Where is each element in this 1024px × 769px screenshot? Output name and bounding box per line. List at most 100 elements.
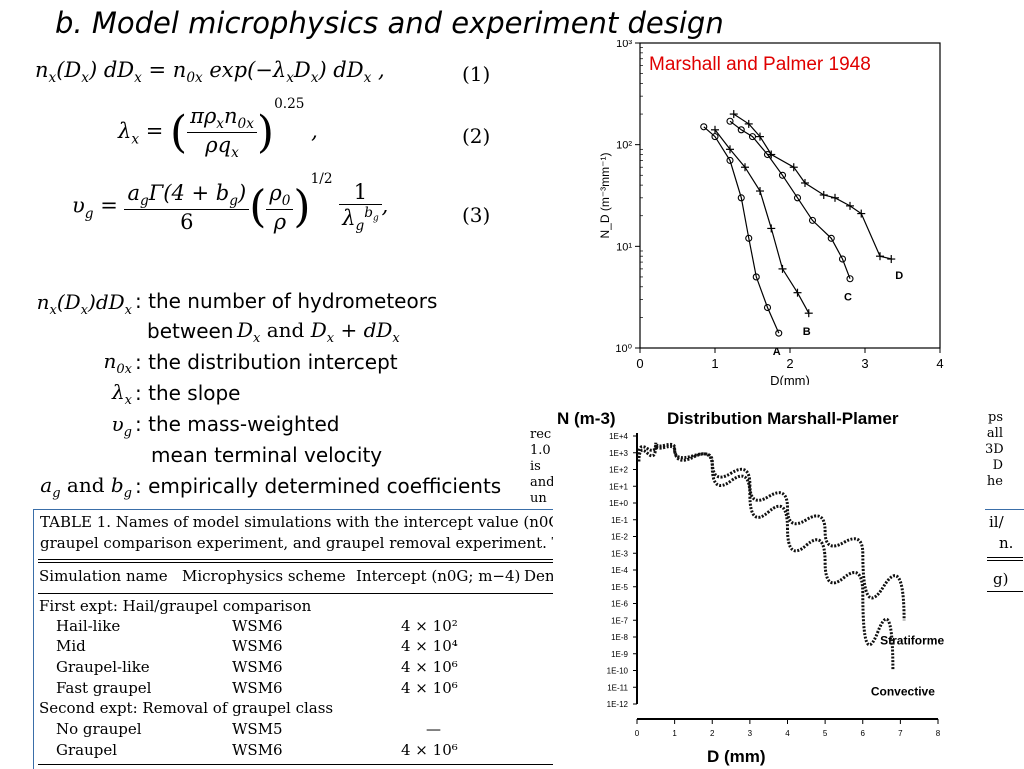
symbol-lambda: λx	[111, 380, 132, 408]
table-row-name: Graupel	[56, 741, 118, 759]
table-row-name: Graupel-like	[56, 658, 150, 676]
chart-title: Distribution Marshall-Plamer	[667, 409, 899, 428]
y-axis-label: N (m-3)	[557, 409, 616, 428]
table-row-scheme: WSM5	[232, 720, 283, 738]
table-rule-header	[38, 593, 557, 594]
series-label-B: B	[803, 326, 811, 338]
y-tick-label: 1E-11	[607, 683, 628, 692]
x-tick-label: 6	[861, 729, 866, 738]
table-row-scheme: WSM6	[232, 679, 283, 697]
table-caption: TABLE 1. Names of model simulations with…	[40, 513, 557, 552]
table-header-density: Den	[524, 567, 555, 585]
x-tick-label: 4	[785, 729, 790, 738]
equation-2-number: (2)	[462, 124, 491, 148]
data-point-A	[775, 329, 783, 337]
symbol-ag-bg: ag and bg	[40, 473, 132, 501]
symbol-vg: υg	[111, 412, 133, 440]
symbol-n0x: n0x	[103, 349, 133, 377]
table-rule-top2	[38, 562, 557, 563]
series-label-stratiforme: Stratiforme	[880, 633, 944, 647]
x-axis-label: D (mm)	[707, 747, 766, 766]
x-tick-label: 5	[823, 729, 828, 738]
y-tick-label: 1E-5	[611, 583, 628, 592]
def-slope: : the slope	[135, 381, 241, 405]
def-intercept: : the distribution intercept	[135, 350, 398, 374]
table-row-scheme: WSM6	[232, 741, 283, 759]
table-row-scheme: WSM6	[232, 617, 283, 635]
y-tick-label: 1E+2	[609, 466, 628, 475]
series-label-C: C	[844, 292, 852, 304]
y-tick-label: 1E-7	[611, 616, 628, 625]
marshall-palmer-title: Marshall and Palmer 1948	[649, 54, 871, 75]
marshall-palmer-chart: 0 1 2 3 4 10⁰ 10¹ 10² 10³ D(mm) N_D (m⁻³mm⁻¹) A B C D	[598, 40, 944, 385]
table-row-name: Fast graupel	[56, 679, 152, 697]
paragraph-fragment-right: ps all 3D D he	[985, 410, 1004, 489]
x-axis-label: D(mm)	[770, 373, 810, 385]
series-line-D	[733, 113, 892, 260]
series-line-convective	[637, 442, 895, 671]
table-rule-bottom	[38, 764, 557, 765]
series-line-stratiforme	[637, 444, 906, 621]
eq2-exponent: 0.25	[274, 96, 305, 113]
y-tick-label: 1E-8	[611, 633, 628, 642]
x-tick-label: 4	[936, 356, 943, 371]
y-tick-label: 1E-1	[611, 516, 628, 525]
eq3-exponent: 1/2	[310, 170, 333, 187]
y-tick-label: 1E+4	[609, 432, 628, 441]
x-tick-label: 0	[635, 729, 640, 738]
x-tick-label: 3	[748, 729, 753, 738]
x-tick-label: 1	[672, 729, 677, 738]
data-point-C	[846, 275, 854, 283]
x-tick-label: 7	[898, 729, 903, 738]
y-tick-label: 1E-10	[607, 667, 629, 676]
series-line-A	[703, 126, 780, 334]
y-tick-label: 1E-4	[611, 566, 628, 575]
table-rule-top	[38, 559, 557, 560]
y-tick-label: 10¹	[616, 241, 632, 253]
equation-1: nx(Dx) dDx = n0x exp(−λxDx) dDx ,	[35, 58, 385, 87]
table-row-intercept: 4 × 10²	[401, 617, 458, 635]
y-tick-label: 1E+0	[609, 499, 628, 508]
def-mass-weighted: : the mass-weighted	[135, 412, 340, 436]
table-row-intercept: —	[426, 720, 441, 738]
y-tick-label: 10²	[616, 140, 632, 152]
equation-3-number: (3)	[462, 203, 491, 227]
series-label-A: A	[773, 346, 781, 358]
equation-2: λx = (πρxn0x ρqx)0.25 ,	[118, 96, 318, 162]
symbol-dx-range: Dx and Dx + dDx	[237, 318, 400, 346]
series-line-B	[714, 129, 810, 314]
table-row-intercept: 4 × 10⁶	[401, 741, 458, 759]
x-tick-label: 2	[786, 356, 793, 371]
table-row-intercept: 4 × 10⁴	[401, 637, 458, 655]
table-1-right-edge: il/ n. g)	[985, 509, 1024, 769]
y-tick-label: 1E-3	[611, 549, 628, 558]
symbol-nx: nx(Dx)dDx	[36, 290, 132, 318]
x-tick-label: 2	[710, 729, 715, 738]
series-label-convective: Convective	[871, 685, 935, 699]
paragraph-fragment-left: rec 1.0 is and un	[530, 427, 555, 506]
y-tick-label: 1E-6	[611, 600, 628, 609]
x-tick-label: 3	[861, 356, 868, 371]
table-row-intercept: 4 × 10⁶	[401, 658, 458, 676]
y-tick-label: 1E+1	[609, 482, 628, 491]
table-row-name: Mid	[56, 637, 86, 655]
y-tick-label: 1E-12	[607, 700, 629, 709]
def-coefficients: : empirically determined coefficients	[135, 474, 502, 498]
table-row-name: No graupel	[56, 720, 142, 738]
table-header-intercept: Intercept (n0G; m−4)	[356, 567, 521, 585]
table-group-2: Second expt: Removal of graupel class	[39, 699, 334, 717]
y-axis-label: N_D (m⁻³mm⁻¹)	[598, 153, 612, 239]
table-group-1: First expt: Hail/graupel comparison	[39, 597, 312, 615]
table-row-scheme: WSM6	[232, 658, 283, 676]
table-header-name: Simulation name	[39, 567, 168, 585]
y-tick-label: 1E-9	[611, 650, 628, 659]
table-row-name: Hail-like	[56, 617, 121, 635]
y-tick-label: 10⁰	[615, 343, 632, 355]
table-row-intercept: 4 × 10⁶	[401, 679, 458, 697]
y-tick-label: 1E+3	[609, 449, 628, 458]
y-tick-label: 1E-2	[611, 533, 628, 542]
table-row-scheme: WSM6	[232, 637, 283, 655]
equation-3: υg = agΓ(4 + bg) 6(ρ0 ρ)1/2 1 λgbg,	[72, 170, 389, 235]
table-header-scheme: Microphysics scheme	[182, 567, 346, 585]
table-1: TABLE 1. Names of model simulations with…	[33, 509, 557, 769]
